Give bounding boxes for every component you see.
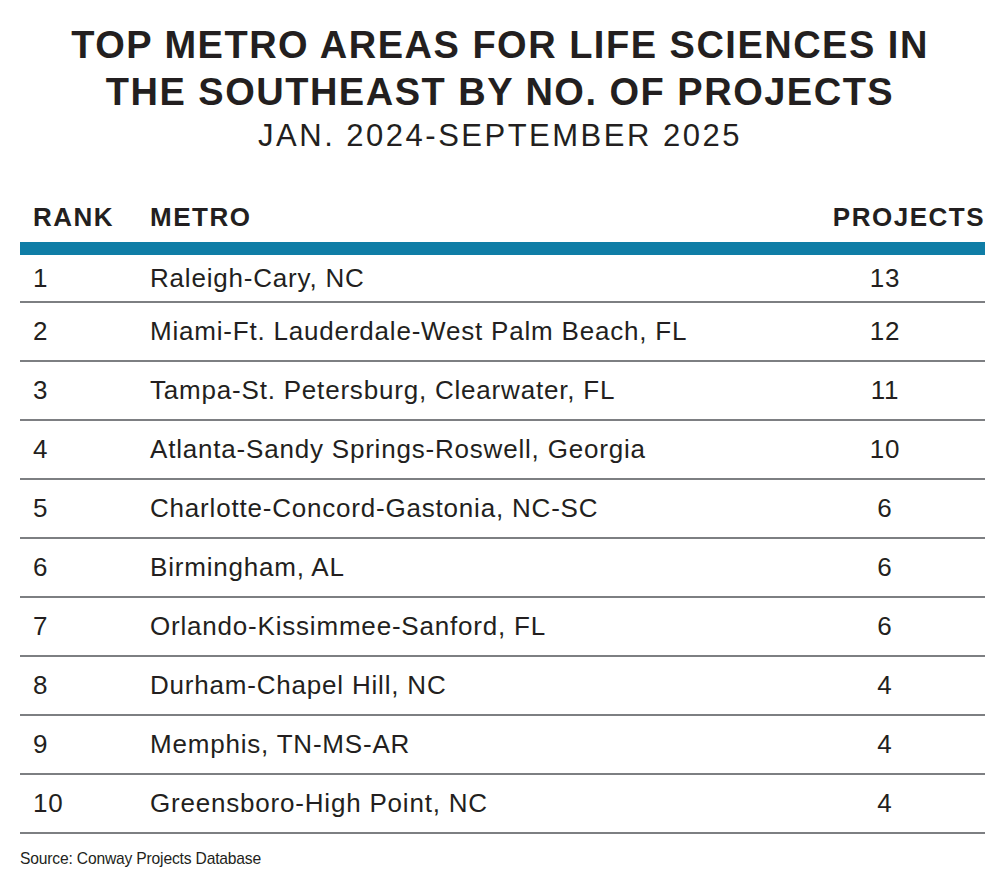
projects-cell: 11 (785, 375, 985, 406)
projects-cell: 12 (785, 316, 985, 347)
table-row: 3 Tampa-St. Petersburg, Clearwater, FL 1… (20, 362, 985, 421)
column-header-rank: RANK (20, 202, 150, 233)
column-header-metro: METRO (150, 202, 785, 233)
table-row: 10 Greensboro-High Point, NC 4 (20, 775, 985, 834)
rank-cell: 1 (20, 263, 150, 294)
projects-cell: 6 (785, 552, 985, 583)
metro-cell: Miami-Ft. Lauderdale-West Palm Beach, FL (150, 316, 785, 347)
metro-cell: Greensboro-High Point, NC (150, 788, 785, 819)
projects-cell: 10 (785, 434, 985, 465)
rank-cell: 8 (20, 670, 150, 701)
rank-cell: 7 (20, 611, 150, 642)
metro-cell: Atlanta-Sandy Springs-Roswell, Georgia (150, 434, 785, 465)
life-sciences-infographic: TOP METRO AREAS FOR LIFE SCIENCES IN THE… (0, 0, 1000, 891)
table-row: 8 Durham-Chapel Hill, NC 4 (20, 657, 985, 716)
metro-cell: Birmingham, AL (150, 552, 785, 583)
page-title-line-2: THE SOUTHEAST BY NO. OF PROJECTS (0, 69, 1000, 116)
projects-cell: 6 (785, 493, 985, 524)
accent-divider-bar (20, 242, 985, 255)
projects-cell: 13 (785, 263, 985, 294)
projects-cell: 6 (785, 611, 985, 642)
rank-cell: 5 (20, 493, 150, 524)
table-row: 2 Miami-Ft. Lauderdale-West Palm Beach, … (20, 303, 985, 362)
title-block: TOP METRO AREAS FOR LIFE SCIENCES IN THE… (0, 0, 1000, 156)
table-row: 7 Orlando-Kissimmee-Sanford, FL 6 (20, 598, 985, 657)
table-row: 4 Atlanta-Sandy Springs-Roswell, Georgia… (20, 421, 985, 480)
table-body: 1 Raleigh-Cary, NC 13 2 Miami-Ft. Lauder… (20, 255, 985, 834)
rank-cell: 3 (20, 375, 150, 406)
page-subtitle: JAN. 2024-SEPTEMBER 2025 (0, 116, 1000, 156)
table-row: 1 Raleigh-Cary, NC 13 (20, 255, 985, 303)
projects-cell: 4 (785, 729, 985, 760)
rank-cell: 10 (20, 788, 150, 819)
table-header-row: RANK METRO PROJECTS (20, 156, 985, 242)
metro-cell: Tampa-St. Petersburg, Clearwater, FL (150, 375, 785, 406)
projects-table: RANK METRO PROJECTS 1 Raleigh-Cary, NC 1… (20, 156, 985, 834)
metro-cell: Memphis, TN-MS-AR (150, 729, 785, 760)
table-row: 5 Charlotte-Concord-Gastonia, NC-SC 6 (20, 480, 985, 539)
page-title-line-1: TOP METRO AREAS FOR LIFE SCIENCES IN (0, 22, 1000, 69)
metro-cell: Charlotte-Concord-Gastonia, NC-SC (150, 493, 785, 524)
table-row: 9 Memphis, TN-MS-AR 4 (20, 716, 985, 775)
metro-cell: Durham-Chapel Hill, NC (150, 670, 785, 701)
rank-cell: 4 (20, 434, 150, 465)
projects-cell: 4 (785, 788, 985, 819)
table-row: 6 Birmingham, AL 6 (20, 539, 985, 598)
metro-cell: Orlando-Kissimmee-Sanford, FL (150, 611, 785, 642)
projects-cell: 4 (785, 670, 985, 701)
column-header-projects: PROJECTS (785, 202, 985, 233)
rank-cell: 9 (20, 729, 150, 760)
source-note: Source: Conway Projects Database (20, 849, 922, 869)
rank-cell: 2 (20, 316, 150, 347)
metro-cell: Raleigh-Cary, NC (150, 263, 785, 294)
rank-cell: 6 (20, 552, 150, 583)
